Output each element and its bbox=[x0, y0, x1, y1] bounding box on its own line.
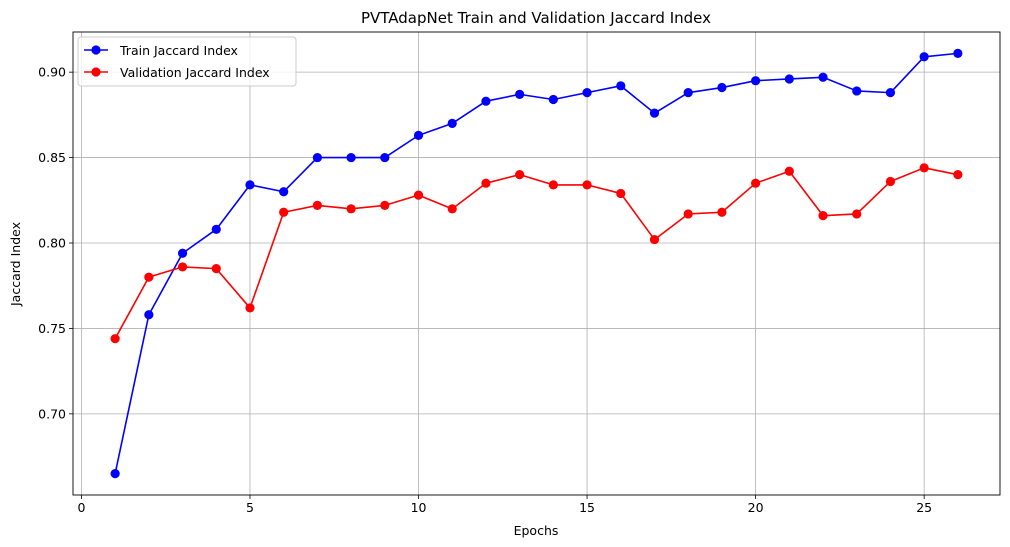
data-point-train bbox=[548, 94, 558, 105]
data-point-train bbox=[818, 72, 828, 82]
data-point-validation bbox=[548, 180, 558, 190]
legend: Train Jaccard Index Validation Jaccard I… bbox=[77, 36, 297, 87]
data-point-train bbox=[852, 86, 862, 96]
data-point-validation bbox=[312, 200, 322, 211]
data-point-validation bbox=[751, 178, 761, 188]
data-point-train bbox=[312, 152, 322, 163]
data-point-validation bbox=[852, 209, 862, 219]
data-point-validation bbox=[582, 180, 592, 190]
x-axis-label: Epochs bbox=[514, 523, 559, 538]
data-point-validation bbox=[683, 209, 693, 219]
data-point-train bbox=[346, 152, 356, 163]
data-point-validation bbox=[481, 178, 491, 188]
data-point-train bbox=[582, 88, 592, 98]
data-point-train bbox=[279, 187, 289, 197]
data-point-validation bbox=[211, 264, 221, 274]
data-point-validation bbox=[447, 204, 457, 214]
data-point-train bbox=[481, 96, 491, 106]
x-tick-label: 0 bbox=[77, 500, 85, 515]
data-point-train bbox=[380, 152, 390, 163]
data-point-validation bbox=[177, 262, 188, 272]
data-point-validation bbox=[616, 188, 626, 199]
data-point-train bbox=[245, 180, 255, 190]
y-tick-label: 0.85 bbox=[38, 150, 66, 165]
series-train bbox=[110, 48, 963, 479]
y-axis-label: Jaccard Index bbox=[8, 222, 23, 307]
series-line-validation bbox=[114, 167, 959, 340]
data-point-train bbox=[447, 118, 457, 129]
data-point-train bbox=[683, 88, 693, 98]
plot-frame bbox=[72, 31, 1001, 496]
series-layer bbox=[110, 48, 963, 479]
series-line-train bbox=[114, 52, 958, 474]
legend-marker-train bbox=[91, 45, 101, 55]
data-point-validation bbox=[380, 200, 390, 211]
x-tick-label: 25 bbox=[916, 500, 932, 515]
y-tick-label: 0.80 bbox=[38, 235, 66, 250]
legend-label-train: Train Jaccard Index bbox=[119, 43, 238, 58]
data-point-train bbox=[110, 469, 120, 479]
axis-ticks: 0 5 10 15 20 25 0.70 0.75 0.80 0.85 0.90 bbox=[38, 65, 932, 515]
data-point-train bbox=[616, 81, 626, 91]
y-tick-label: 0.70 bbox=[38, 406, 66, 421]
data-point-train bbox=[515, 89, 525, 99]
data-point-validation bbox=[784, 166, 794, 176]
grid-lines bbox=[73, 32, 1000, 495]
data-point-train bbox=[919, 52, 929, 62]
data-point-train bbox=[649, 108, 660, 118]
x-tick-label: 15 bbox=[579, 500, 595, 515]
data-point-train bbox=[211, 224, 221, 234]
data-point-validation bbox=[110, 334, 120, 344]
data-point-validation bbox=[144, 272, 154, 282]
x-tick-label: 20 bbox=[748, 500, 764, 515]
legend-label-validation: Validation Jaccard Index bbox=[120, 65, 270, 80]
data-point-validation bbox=[279, 207, 289, 217]
data-point-train bbox=[751, 76, 761, 86]
data-point-train bbox=[953, 48, 963, 58]
data-point-validation bbox=[953, 170, 963, 180]
data-point-train bbox=[885, 88, 896, 98]
data-point-train bbox=[784, 74, 794, 84]
data-point-validation bbox=[515, 170, 525, 180]
data-point-validation bbox=[818, 211, 828, 221]
data-point-validation bbox=[717, 207, 727, 217]
data-point-train bbox=[144, 310, 154, 320]
data-point-validation bbox=[885, 176, 896, 187]
data-point-validation bbox=[245, 303, 255, 313]
x-tick-label: 5 bbox=[246, 500, 254, 515]
data-point-train bbox=[717, 82, 727, 93]
series-validation bbox=[110, 163, 963, 344]
chart-title: PVTAdapNet Train and Validation Jaccard … bbox=[361, 9, 711, 27]
x-tick-label: 10 bbox=[411, 500, 427, 515]
data-point-validation bbox=[919, 163, 929, 173]
data-point-validation bbox=[413, 190, 424, 200]
legend-box bbox=[77, 36, 297, 87]
y-tick-label: 0.90 bbox=[38, 65, 66, 80]
data-point-validation bbox=[346, 204, 356, 214]
data-point-train bbox=[413, 130, 424, 140]
data-point-validation bbox=[649, 234, 660, 245]
legend-marker-validation bbox=[91, 67, 101, 77]
data-point-train bbox=[177, 248, 188, 258]
y-tick-label: 0.75 bbox=[38, 321, 66, 336]
